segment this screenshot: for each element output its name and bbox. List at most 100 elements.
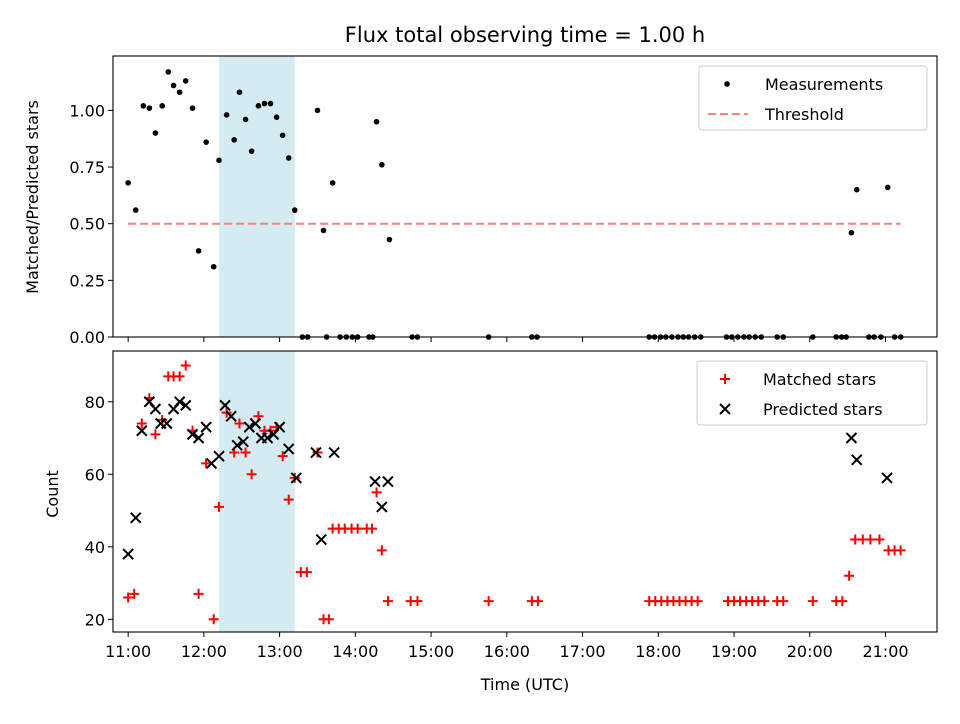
y-tick-label: 20 xyxy=(85,610,105,629)
predicted-stars-point xyxy=(249,417,262,430)
matched-stars-point xyxy=(837,596,848,607)
bottom-legend: Matched stars Predicted stars xyxy=(696,360,928,426)
top-plot: 0.00 0.25 0.50 0.75 1.00 Measurements Threshol… xyxy=(69,55,938,347)
legend-frame xyxy=(696,360,928,426)
highlight-span xyxy=(219,351,295,632)
matched-stars-point xyxy=(323,614,334,625)
measurement-point xyxy=(195,248,202,254)
x-tick-label: 21:00 xyxy=(862,642,908,661)
predicted-stars-point xyxy=(382,475,394,488)
y-tick-label: 60 xyxy=(85,465,105,484)
measurement-point xyxy=(261,100,268,107)
predicted-stars-point xyxy=(328,446,340,459)
y-tick-label: 0.00 xyxy=(69,328,105,347)
predicted-stars-point xyxy=(173,396,186,408)
predicted-stars-point xyxy=(851,454,863,466)
predicted-stars-point xyxy=(369,475,381,488)
x-tick-label: 17:00 xyxy=(560,642,606,661)
measurement-point xyxy=(132,207,139,213)
top-y-axis-label: Matched/Predicted stars xyxy=(23,100,42,294)
measurement-point xyxy=(291,207,298,213)
matched-stars-point xyxy=(895,545,906,556)
predicted-stars-point xyxy=(200,421,212,433)
measurement-point xyxy=(125,180,131,186)
measurement-point xyxy=(848,229,855,236)
measurement-point xyxy=(386,236,393,243)
predicted-stars-point xyxy=(243,421,256,433)
legend-label: Threshold xyxy=(764,105,844,124)
matched-stars-point xyxy=(129,588,140,599)
predicted-stars-point xyxy=(282,443,295,455)
matched-stars-point xyxy=(759,596,770,607)
x-axis-label: Time (UTC) xyxy=(480,675,569,694)
matched-stars-point xyxy=(352,523,363,534)
predicted-stars-point xyxy=(219,399,231,412)
legend-marker xyxy=(719,403,731,415)
predicted-stars-point xyxy=(237,435,249,448)
plot-frame xyxy=(112,55,938,338)
matched-stars-point xyxy=(382,596,393,607)
top-legend: Measurements Threshold xyxy=(698,65,928,131)
x-tick-label: 18:00 xyxy=(635,642,681,661)
x-tick-label: 14:00 xyxy=(332,642,378,661)
matched-stars-point xyxy=(371,487,382,498)
predicted-stars-point xyxy=(273,421,286,433)
matched-stars-point xyxy=(483,596,494,607)
measurement-point xyxy=(267,100,274,107)
matched-stars-point xyxy=(301,567,312,578)
matched-stars-point xyxy=(844,570,855,581)
x-tick-label: 12:00 xyxy=(181,642,227,661)
measurement-point xyxy=(203,139,209,145)
measurement-point xyxy=(285,155,292,161)
x-tick-label: 16:00 xyxy=(484,642,530,661)
predicted-stars-point xyxy=(231,439,243,451)
matched-stars-point xyxy=(283,494,294,505)
matched-stars-point xyxy=(312,447,323,458)
matched-stars-point xyxy=(874,534,885,545)
legend-label: Matched stars xyxy=(763,370,876,389)
measurement-point xyxy=(884,184,891,191)
matched-stars-point xyxy=(692,596,703,607)
matched-stars-point xyxy=(376,545,387,556)
predicted-stars-point xyxy=(315,533,327,546)
legend-label: Measurements xyxy=(765,75,883,94)
measurement-point xyxy=(329,180,336,186)
matched-stars-point xyxy=(289,472,300,483)
measurement-point xyxy=(170,82,177,89)
plot-frame xyxy=(112,350,938,633)
measurement-point xyxy=(320,227,327,234)
measurement-point xyxy=(165,69,172,75)
matched-stars-point xyxy=(865,534,876,545)
x-tick-label: 19:00 xyxy=(711,642,757,661)
matched-stars-point xyxy=(123,592,134,603)
measurement-point xyxy=(273,114,280,120)
matched-stars-point xyxy=(136,418,147,429)
measurement-point xyxy=(159,103,166,109)
x-tick-label: 15:00 xyxy=(408,642,454,661)
predicted-stars-point xyxy=(130,512,142,524)
measurement-point xyxy=(853,186,860,193)
matched-stars-point xyxy=(208,614,219,625)
measurement-point xyxy=(140,103,147,109)
y-tick-label: 1.00 xyxy=(69,101,105,120)
matched-stars-point xyxy=(214,501,225,512)
predicted-stars-point xyxy=(186,428,199,441)
predicted-stars-point xyxy=(310,446,322,459)
bottom-plot: 11:00 12:00 13:00 14:00 15:00 16:00 17:00 18:00… xyxy=(85,350,938,661)
matched-stars-point xyxy=(532,596,543,607)
x-tick-label: 11:00 xyxy=(105,642,151,661)
matched-stars-point xyxy=(234,418,245,429)
measurement-point xyxy=(189,105,196,111)
measurement-point xyxy=(223,112,230,118)
legend-marker xyxy=(720,374,730,384)
measurement-point xyxy=(373,118,380,125)
y-tick-label: 0.50 xyxy=(69,215,105,234)
measurement-point xyxy=(146,105,153,111)
measurement-point xyxy=(248,148,255,154)
matched-stars-point xyxy=(193,588,204,599)
predicted-stars-point xyxy=(161,417,173,430)
y-tick-label: 0.25 xyxy=(69,271,105,290)
measurement-point xyxy=(279,132,286,139)
measurement-point xyxy=(210,263,217,270)
